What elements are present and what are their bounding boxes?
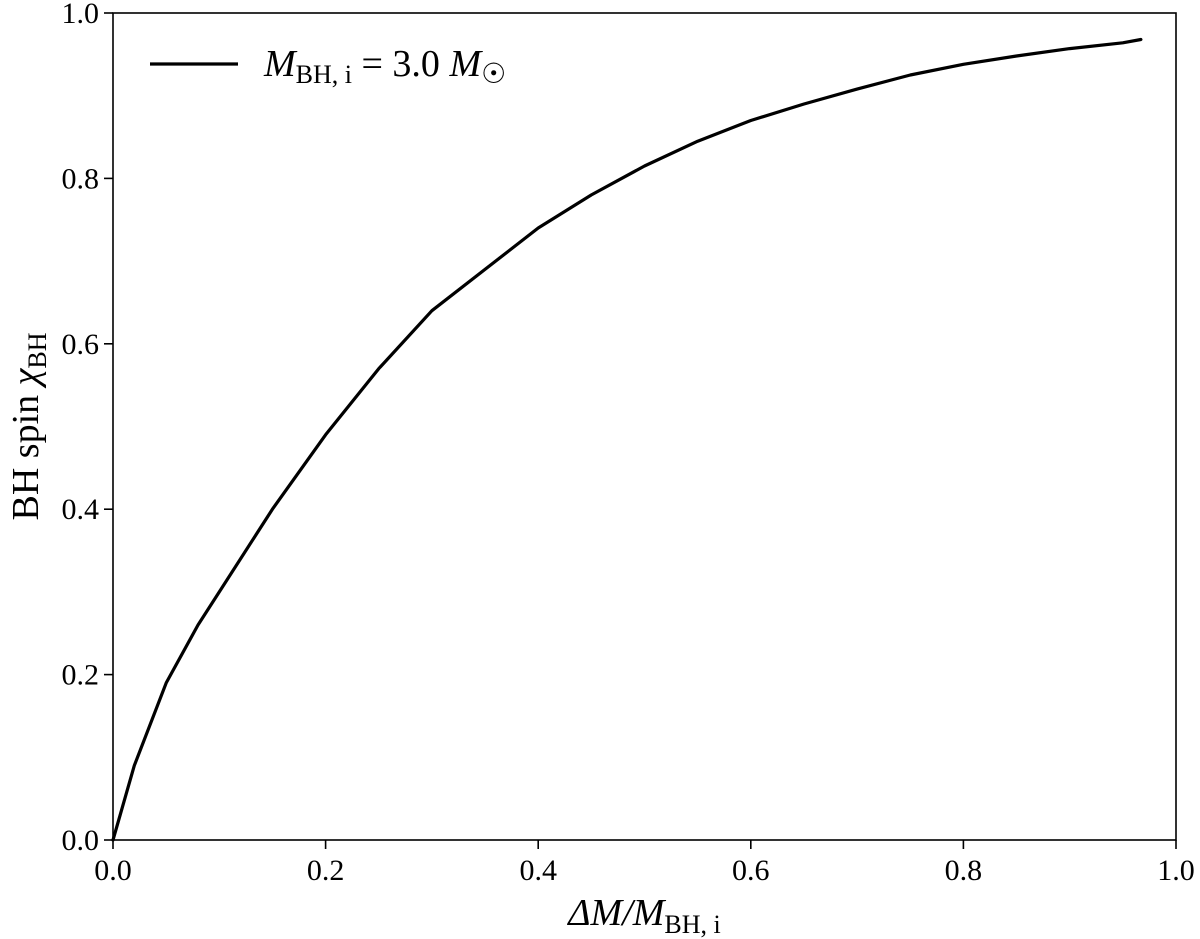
x-tick-label: 0.2 bbox=[307, 854, 345, 887]
legend-label: MBH, i = 3.0 M☉ bbox=[263, 43, 506, 90]
x-tick-label: 0.6 bbox=[732, 854, 770, 887]
y-tick-label: 0.8 bbox=[62, 162, 100, 195]
x-tick-label: 0.0 bbox=[94, 854, 132, 887]
y-tick-label: 1.0 bbox=[62, 0, 100, 30]
series-lines bbox=[111, 37, 1143, 842]
series-line bbox=[111, 37, 1143, 842]
axis-labels: ΔM/MBH, i BH spin χBH bbox=[5, 332, 721, 939]
y-tick-label: 0.0 bbox=[62, 824, 100, 857]
axis-ticks: 0.0 0.2 0.4 0.6 0.8 1.0 0.0 0.2 0.4 0.6 0.8 1.0 bbox=[62, 0, 1195, 887]
legend: MBH, i = 3.0 M☉ bbox=[150, 43, 506, 90]
y-tick-label: 0.2 bbox=[62, 659, 100, 692]
y-axis-label: BH spin χBH bbox=[5, 332, 52, 520]
y-tick-label: 0.4 bbox=[62, 493, 100, 526]
x-axis-label: ΔM/MBH, i bbox=[566, 892, 721, 939]
plot-area bbox=[112, 12, 1177, 841]
x-tick-label: 1.0 bbox=[1157, 854, 1195, 887]
y-tick-label: 0.6 bbox=[62, 328, 100, 361]
x-tick-label: 0.4 bbox=[519, 854, 557, 887]
x-tick-label: 0.8 bbox=[945, 854, 983, 887]
plot-frame bbox=[112, 12, 1177, 841]
